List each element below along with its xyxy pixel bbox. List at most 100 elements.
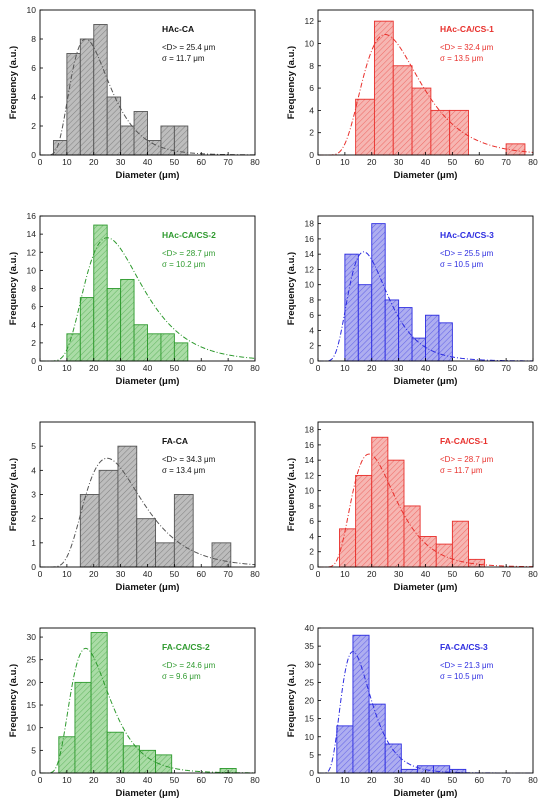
histogram-bar [173,494,194,568]
histogram-panel: 0 10 20 30 40 50 60 70 80 0 2 4 6 8 10 12 14 16 Diameter (… [8,211,260,387]
x-tick-label: 20 [89,363,99,373]
histogram-bar [79,297,95,362]
histogram-bar [352,634,370,774]
x-tick-label: 70 [223,569,233,579]
histogram-bar [52,140,68,156]
histogram-bar [117,445,138,568]
y-tick-label: 4 [309,105,314,115]
x-tick-label: 80 [250,157,260,167]
y-tick-label: 18 [305,425,315,435]
histogram-bar [211,542,232,568]
x-tick-label: 60 [197,363,207,373]
y-tick-label: 4 [31,320,36,330]
y-tick-label: 25 [27,655,37,665]
histogram-bar [58,736,76,774]
y-tick-label: 4 [309,531,314,541]
y-tick-label: 4 [31,92,36,102]
fit-curve [318,453,534,568]
y-tick-label: 14 [305,455,315,465]
y-tick-label: 10 [27,265,37,275]
y-tick-label: 0 [31,768,36,778]
y-tick-label: 40 [305,623,315,633]
x-tick-label: 10 [340,775,350,785]
y-tick-label: 12 [305,470,315,480]
y-tick-label: 6 [31,302,36,312]
x-tick-label: 30 [394,569,404,579]
histogram-bar [66,333,81,362]
mean-diameter-label: <D> = 21.3 μm [440,661,494,670]
x-tick-label: 30 [116,569,126,579]
histogram-bar [133,111,148,156]
x-tick-label: 50 [170,363,180,373]
y-tick-label: 4 [309,325,314,335]
histogram-bar [387,459,405,568]
y-tick-label: 2 [309,547,314,557]
histogram-bar [411,87,432,156]
y-tick-label: 2 [309,128,314,138]
y-tick-label: 5 [31,745,36,755]
x-tick-label: 70 [223,157,233,167]
x-tick-label: 80 [250,363,260,373]
sample-title: HAc-CA/CS-1 [440,24,494,34]
histogram-bar [355,98,375,156]
x-axis-label: Diameter (μm) [394,376,458,387]
x-tick-label: 20 [367,363,377,373]
histogram-panel: 0 10 20 30 40 50 60 70 80 0 5 10 15 20 25 30 35 40 Diamete… [286,623,538,799]
histogram-panel: 0 10 20 30 40 50 60 70 80 0 2 4 6 8 10 12 Diameter (μm) F… [286,9,538,181]
x-tick-label: 70 [501,569,511,579]
x-tick-label: 20 [89,775,99,785]
x-tick-label: 50 [170,157,180,167]
y-tick-label: 5 [309,750,314,760]
x-tick-label: 40 [421,157,431,167]
x-tick-label: 30 [394,775,404,785]
x-tick-label: 60 [475,157,485,167]
y-tick-label: 3 [31,490,36,500]
x-axis-label: Diameter (μm) [394,582,458,593]
x-tick-label: 0 [38,775,43,785]
x-tick-label: 0 [316,157,321,167]
y-tick-label: 0 [31,356,36,366]
y-tick-label: 2 [31,338,36,348]
x-tick-label: 0 [316,569,321,579]
y-tick-label: 10 [27,723,37,733]
x-tick-label: 50 [170,775,180,785]
histogram-panel: 0 10 20 30 40 50 60 70 80 0 2 4 6 8 10 12 14 16 18 Diameter… [286,215,538,387]
x-tick-label: 40 [143,775,153,785]
std-deviation-label: σ = 11.7 μm [440,466,483,475]
x-axis-label: Diameter (μm) [116,376,180,387]
mean-diameter-label: <D> = 28.7 μm [440,455,494,464]
histogram-bar [384,743,402,774]
x-tick-label: 30 [394,157,404,167]
histogram-bar [403,505,421,568]
histogram-bar [344,253,359,362]
y-tick-label: 0 [309,150,314,160]
histogram-bar [173,342,189,362]
x-tick-label: 40 [143,569,153,579]
y-tick-label: 14 [27,229,37,239]
mean-diameter-label: <D> = 25.4 μm [162,43,216,52]
y-tick-label: 12 [305,16,315,26]
histogram-bar [384,299,400,362]
histogram-bar [160,333,175,362]
x-tick-label: 0 [38,569,43,579]
histogram-bar [373,20,394,156]
y-tick-label: 14 [305,249,315,259]
x-tick-label: 80 [250,775,260,785]
histogram-bar [79,38,95,156]
mean-diameter-label: <D> = 25.5 μm [440,249,494,258]
std-deviation-label: σ = 11.7 μm [162,54,205,63]
y-axis-label: Frequency (a.u.) [286,458,297,531]
histogram-bar [425,314,440,362]
y-tick-label: 12 [27,247,37,257]
histogram-bar [371,223,386,362]
x-tick-label: 70 [501,363,511,373]
mean-diameter-label: <D> = 28.7 μm [162,249,216,258]
histogram-bar [133,324,148,362]
x-tick-label: 10 [62,569,72,579]
y-tick-label: 8 [31,284,36,294]
x-tick-label: 0 [38,157,43,167]
x-tick-label: 20 [367,157,377,167]
x-tick-label: 50 [448,157,458,167]
histogram-bar [400,768,418,774]
